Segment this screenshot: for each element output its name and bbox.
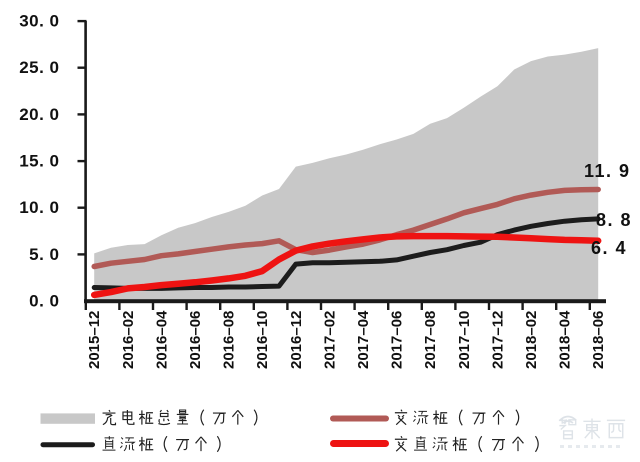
svg-text:2016–06: 2016–06	[187, 311, 204, 369]
svg-text:2017–08: 2017–08	[422, 311, 439, 369]
svg-text:30. 0: 30. 0	[19, 12, 59, 31]
svg-text:2017–06: 2017–06	[389, 311, 406, 369]
svg-text:6. 4: 6. 4	[591, 238, 627, 258]
svg-text:0. 0: 0. 0	[29, 292, 59, 311]
svg-text:2016–10: 2016–10	[254, 311, 271, 369]
svg-text:2018–04: 2018–04	[557, 310, 574, 369]
svg-text:2016–12: 2016–12	[288, 311, 305, 369]
svg-text:25. 0: 25. 0	[19, 58, 59, 77]
svg-text:2017–10: 2017–10	[456, 311, 473, 369]
svg-text:5. 0: 5. 0	[29, 245, 59, 264]
svg-text:11. 9: 11. 9	[584, 161, 631, 181]
svg-text:2016–02: 2016–02	[120, 311, 137, 369]
svg-text:2016–08: 2016–08	[221, 311, 238, 369]
svg-text:2017–12: 2017–12	[489, 311, 506, 369]
svg-text:8. 8: 8. 8	[596, 210, 632, 230]
svg-text:2015–12: 2015–12	[86, 311, 103, 369]
svg-text:2017–02: 2017–02	[321, 311, 338, 369]
svg-text:2018–06: 2018–06	[590, 311, 607, 369]
svg-text:2018–02: 2018–02	[523, 311, 540, 369]
svg-text:2016–04: 2016–04	[153, 310, 170, 369]
svg-text:2017–04: 2017–04	[355, 310, 372, 369]
svg-text:15. 0: 15. 0	[19, 152, 59, 171]
svg-text:20. 0: 20. 0	[19, 105, 59, 124]
svg-text:10. 0: 10. 0	[19, 198, 59, 217]
